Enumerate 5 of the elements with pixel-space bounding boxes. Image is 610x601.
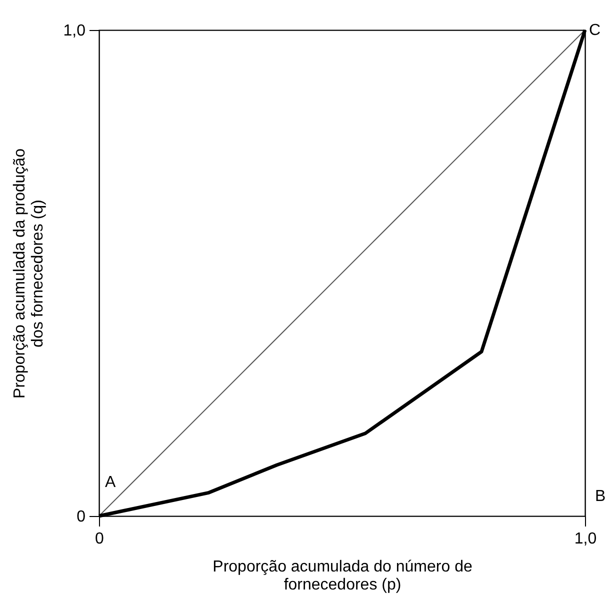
annotation: A	[105, 474, 116, 491]
x-axis-title: Proporção acumulada do número de fornecedores (p)	[212, 558, 472, 594]
y-axis-title: Proporção acumulada da produção dos fornecedores (q)	[11, 148, 46, 398]
text: B	[595, 488, 606, 505]
text: C	[589, 22, 601, 39]
